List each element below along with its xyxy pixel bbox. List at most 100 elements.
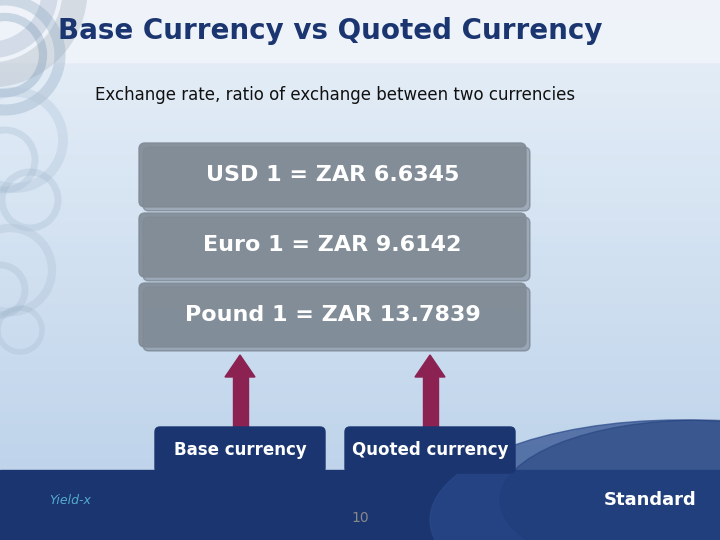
Bar <box>0 432 720 440</box>
FancyBboxPatch shape <box>143 147 530 211</box>
Bar <box>0 243 720 251</box>
Bar <box>0 237 720 244</box>
Bar <box>0 74 720 82</box>
FancyBboxPatch shape <box>143 287 530 351</box>
Bar <box>0 513 720 521</box>
Bar <box>0 0 720 8</box>
Text: Yield-x: Yield-x <box>49 494 91 507</box>
Bar <box>0 115 720 123</box>
Bar <box>0 426 720 433</box>
Bar <box>0 60 720 69</box>
Bar <box>0 40 720 48</box>
Bar <box>0 230 720 237</box>
Bar <box>0 507 720 514</box>
Bar <box>0 480 720 487</box>
Bar <box>0 68 720 75</box>
Bar <box>0 141 720 150</box>
Bar <box>0 351 720 359</box>
Bar <box>0 384 720 393</box>
Bar <box>0 176 720 183</box>
Bar <box>0 345 720 352</box>
Bar <box>0 472 720 480</box>
Bar <box>0 14 720 21</box>
Bar <box>0 102 720 109</box>
Bar <box>0 357 720 366</box>
Bar <box>0 399 720 406</box>
Bar <box>0 183 720 190</box>
Bar <box>0 310 720 318</box>
Bar <box>0 405 720 413</box>
Bar <box>0 519 720 528</box>
Text: Standard: Standard <box>603 491 696 509</box>
Bar <box>0 20 720 28</box>
Text: Base Currency vs Quoted Currency: Base Currency vs Quoted Currency <box>58 17 603 45</box>
Bar <box>0 33 720 42</box>
Bar <box>0 6 720 15</box>
Bar <box>0 222 720 231</box>
Bar <box>0 534 720 540</box>
FancyBboxPatch shape <box>139 213 526 277</box>
Bar <box>0 263 720 271</box>
Bar <box>0 276 720 285</box>
Bar <box>0 122 720 129</box>
Bar <box>0 162 720 170</box>
Bar <box>0 500 720 507</box>
Bar <box>0 378 720 386</box>
Bar <box>0 486 720 494</box>
Ellipse shape <box>500 420 720 540</box>
Bar <box>0 459 720 467</box>
FancyBboxPatch shape <box>143 217 530 281</box>
Bar <box>0 189 720 197</box>
FancyBboxPatch shape <box>139 143 526 207</box>
Bar <box>0 411 720 420</box>
Polygon shape <box>225 355 255 377</box>
Bar <box>0 291 720 298</box>
Bar <box>0 392 720 399</box>
Bar <box>0 87 720 96</box>
Bar <box>0 135 720 143</box>
Text: Euro 1 = ZAR 9.6142: Euro 1 = ZAR 9.6142 <box>203 235 462 255</box>
Bar <box>0 249 720 258</box>
Bar <box>0 438 720 447</box>
Bar <box>0 338 720 345</box>
Bar <box>0 303 720 312</box>
Bar <box>0 330 720 339</box>
Bar <box>0 108 720 116</box>
Bar <box>0 284 720 291</box>
Bar <box>0 202 720 210</box>
Bar <box>0 27 720 35</box>
Bar <box>0 470 720 540</box>
Text: Base currency: Base currency <box>174 441 307 459</box>
Bar <box>0 453 720 460</box>
Ellipse shape <box>430 420 720 540</box>
Bar <box>0 216 720 224</box>
Text: USD 1 = ZAR 6.6345: USD 1 = ZAR 6.6345 <box>206 165 459 185</box>
Bar <box>0 94 720 102</box>
Bar <box>0 526 720 534</box>
Bar <box>0 317 720 325</box>
Text: Pound 1 = ZAR 13.7839: Pound 1 = ZAR 13.7839 <box>184 305 480 325</box>
Bar <box>233 377 248 430</box>
Bar <box>0 168 720 177</box>
FancyBboxPatch shape <box>345 427 515 473</box>
Text: Quoted currency: Quoted currency <box>352 441 508 459</box>
Bar <box>0 54 720 62</box>
Bar <box>0 148 720 156</box>
Bar <box>0 209 720 217</box>
Bar <box>0 297 720 305</box>
Text: 10: 10 <box>351 511 369 525</box>
Bar <box>0 156 720 163</box>
Bar <box>0 372 720 379</box>
Bar <box>0 47 720 55</box>
Bar <box>423 377 438 430</box>
Bar <box>0 364 720 372</box>
Bar <box>0 418 720 426</box>
Bar <box>0 324 720 332</box>
Bar <box>0 195 720 204</box>
Bar <box>0 81 720 89</box>
Bar <box>0 256 720 264</box>
Bar <box>0 270 720 278</box>
FancyBboxPatch shape <box>139 283 526 347</box>
Bar <box>0 446 720 453</box>
Bar <box>0 128 720 136</box>
